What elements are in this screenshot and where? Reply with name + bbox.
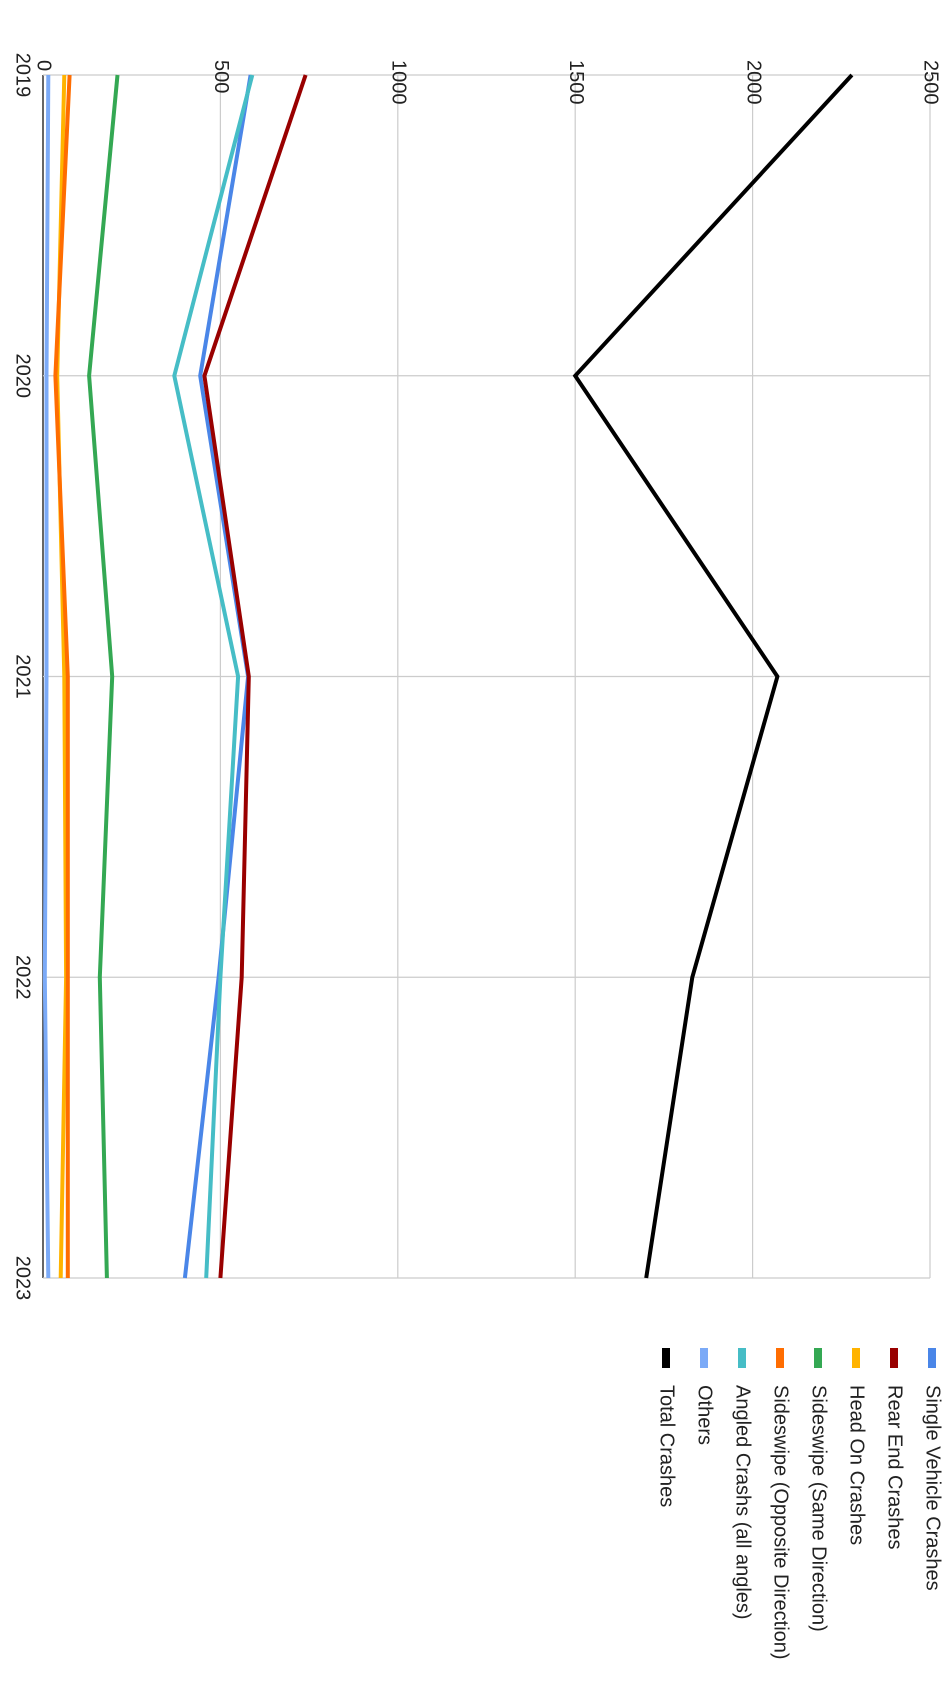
- legend-label: Others: [694, 1385, 716, 1445]
- legend-marker: [700, 1348, 708, 1368]
- year-tick-label: 2022: [12, 955, 34, 1000]
- legend-marker: [738, 1348, 746, 1368]
- legend-label: Single Vehicle Crashes: [922, 1385, 944, 1591]
- year-tick-label: 2019: [12, 53, 34, 98]
- grid: [42, 74, 931, 1279]
- series-lines: [42, 73, 854, 1279]
- legend: Single Vehicle Crashes Rear End Crashes He…: [656, 1348, 944, 1660]
- year-axis-tick-labels: 2019 2020 2021 2022 2023: [12, 53, 34, 1301]
- series-line: [42, 74, 51, 1279]
- series-line: [87, 74, 120, 1279]
- legend-label: Head On Crashes: [846, 1385, 868, 1545]
- legend-label: Angled Crashs (all angles): [732, 1385, 754, 1620]
- series-line: [53, 74, 72, 1278]
- year-tick-label: 2021: [12, 654, 34, 699]
- legend-marker: [776, 1348, 784, 1368]
- legend-marker: [928, 1348, 936, 1368]
- series-line: [572, 73, 854, 1279]
- legend-label: Total Crashes: [656, 1385, 678, 1507]
- value-tick-label: 0: [33, 60, 55, 71]
- value-tick-label: 2000: [742, 60, 764, 105]
- value-tick-label: 1000: [388, 60, 410, 105]
- series-line: [202, 74, 308, 1279]
- legend-marker: [852, 1348, 860, 1368]
- year-tick-label: 2020: [12, 354, 34, 399]
- year-tick-label: 2023: [12, 1256, 34, 1301]
- value-tick-label: 1500: [565, 60, 587, 105]
- legend-marker: [662, 1348, 670, 1368]
- value-axis-tick-labels: 0 500 1000 1500 2000 2500: [33, 60, 942, 105]
- value-tick-label: 500: [210, 60, 232, 93]
- legend-label: Rear End Crashes: [884, 1385, 906, 1550]
- legend-marker: [814, 1348, 822, 1368]
- legend-label: Sideswipe (Same Direction): [808, 1385, 830, 1632]
- value-tick-label: 2500: [920, 60, 942, 105]
- legend-marker: [890, 1348, 898, 1368]
- series-line: [172, 74, 255, 1279]
- legend-label: Sideswipe (Opposite Direction): [770, 1385, 792, 1660]
